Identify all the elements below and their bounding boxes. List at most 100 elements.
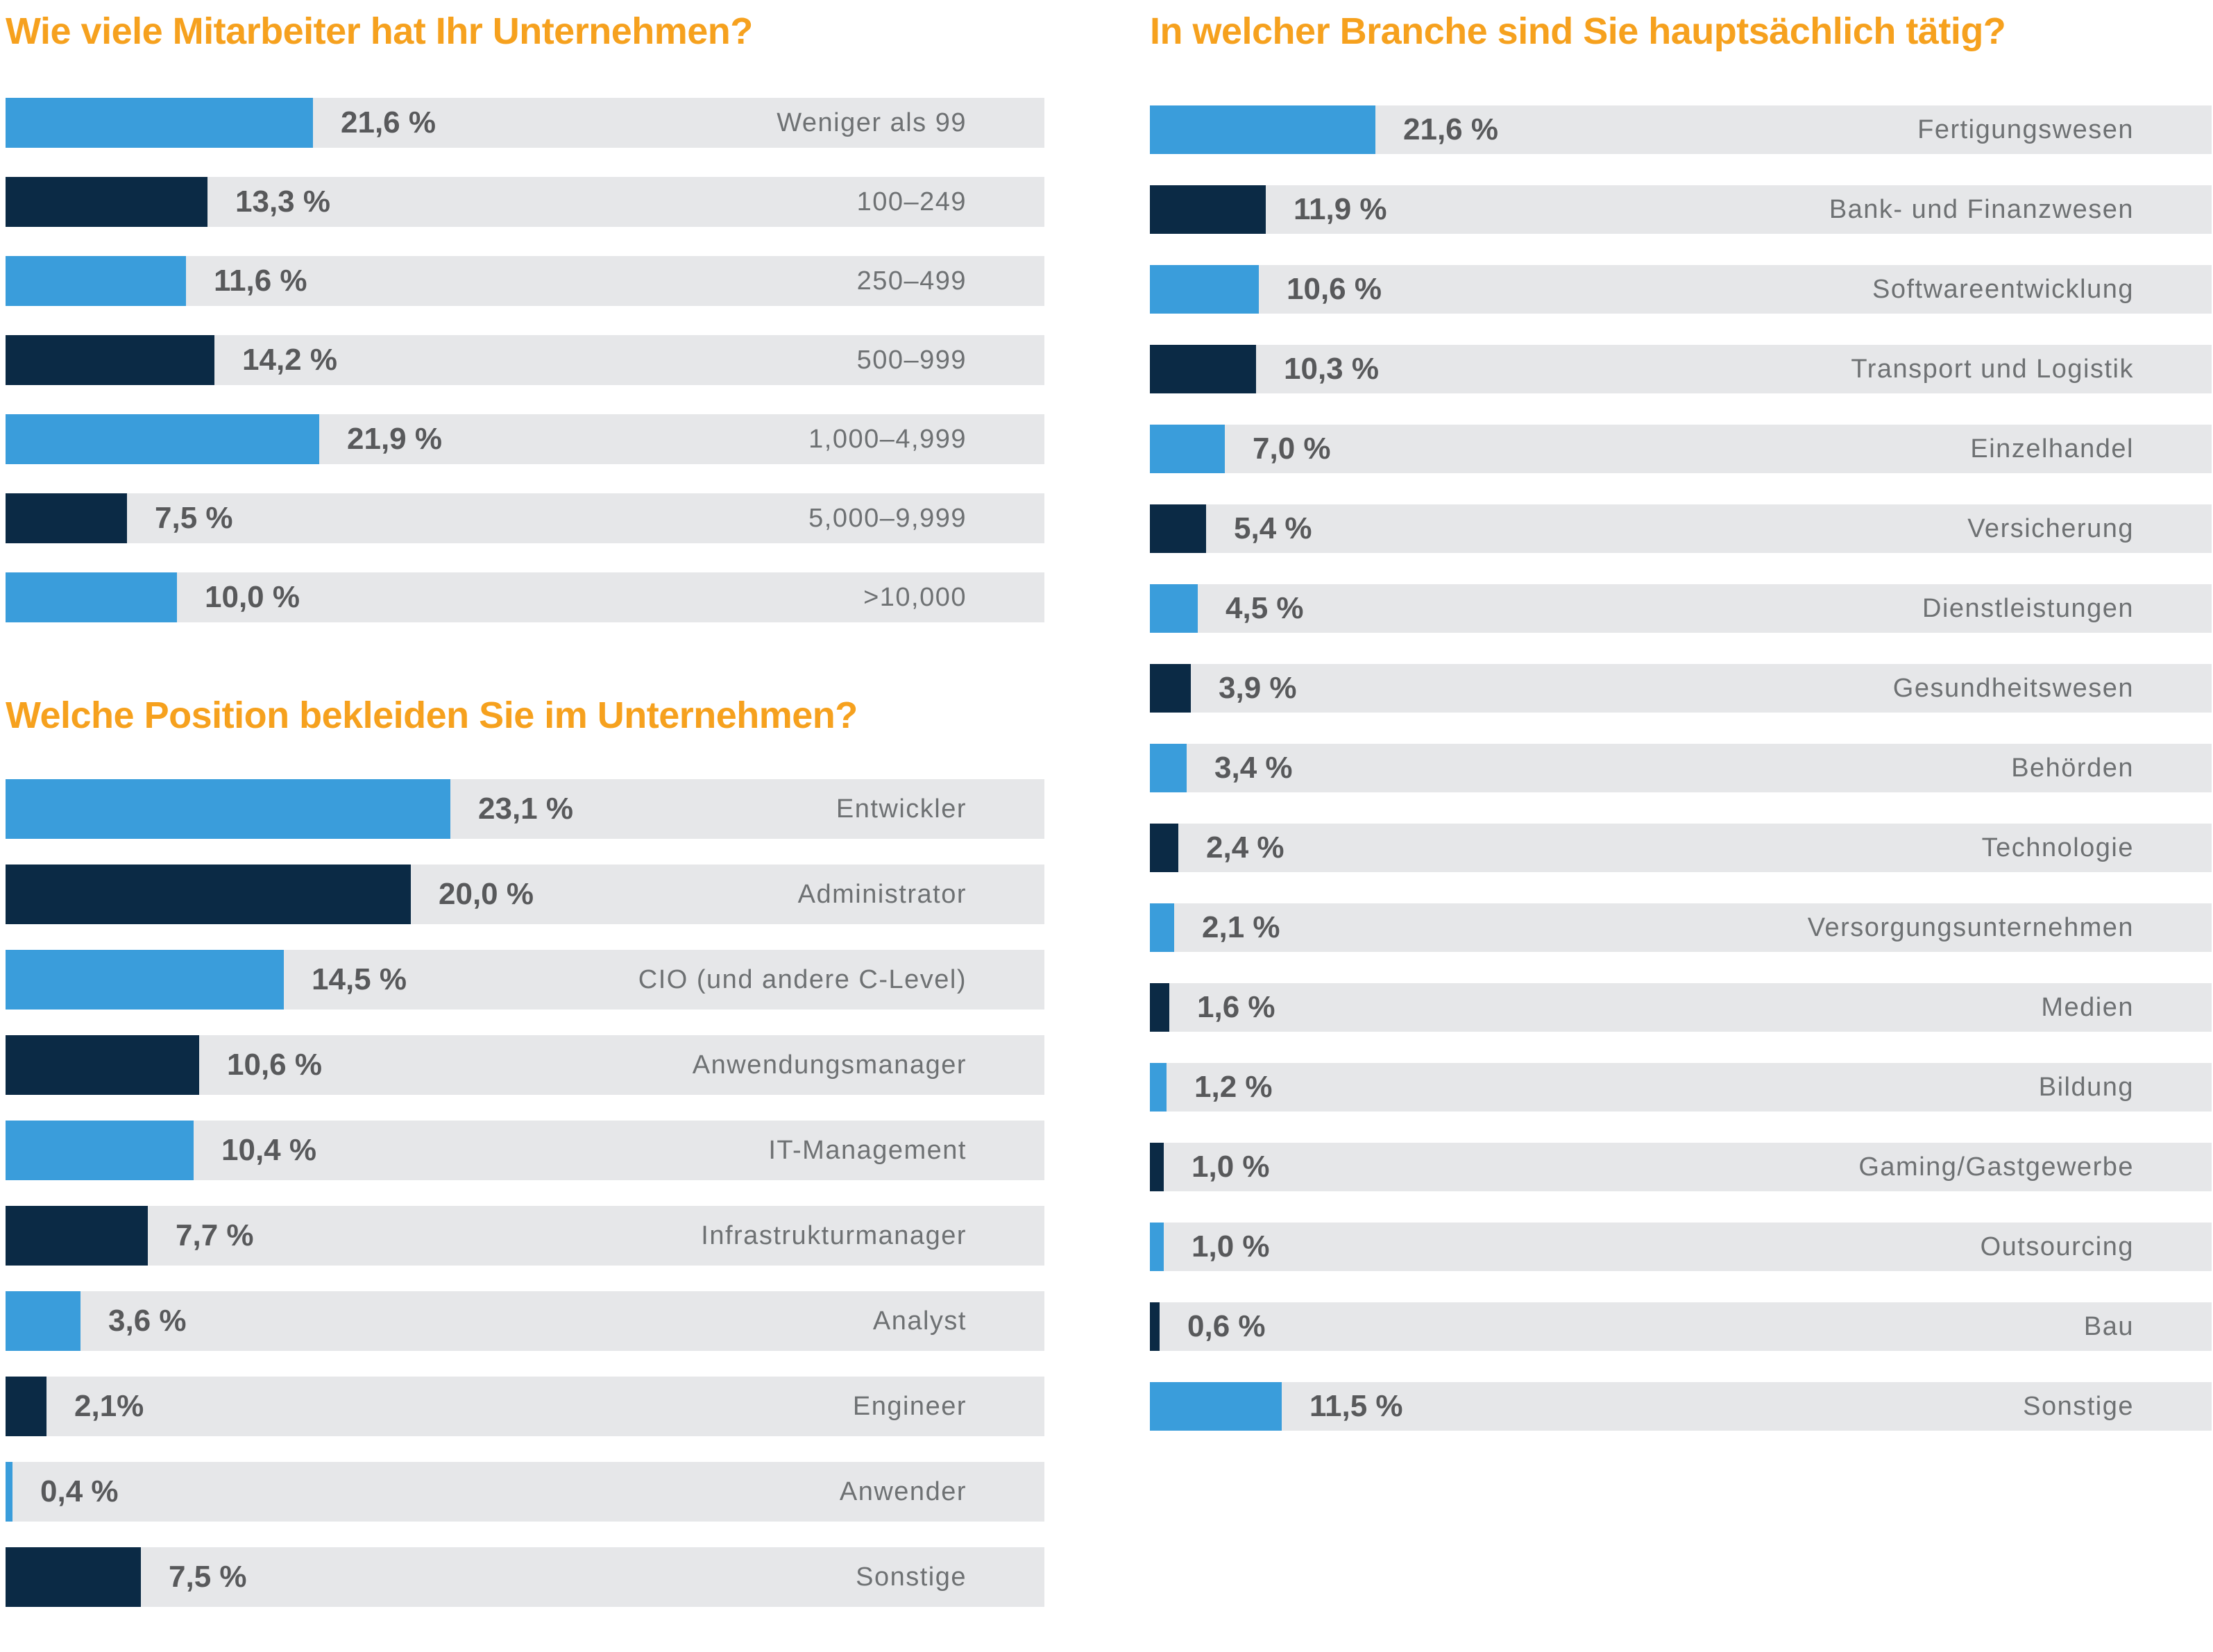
bar [6, 1121, 194, 1180]
bar [1150, 664, 1191, 713]
bar-row: 11,5 % Sonstige [1150, 1382, 2212, 1431]
category-label: Anwendungsmanager [692, 1050, 967, 1080]
bar [1150, 1143, 1164, 1191]
percent-label: 21,9 % [347, 422, 442, 456]
bar-row: 0,6 % Bau [1150, 1302, 2212, 1351]
category-label: IT-Management [768, 1136, 967, 1165]
category-label: Infrastrukturmanager [701, 1221, 967, 1250]
bar-row: 21,6 % Weniger als 99 [6, 98, 1044, 148]
bar-row: 14,2 % 500–999 [6, 335, 1044, 385]
percent-label: 13,3 % [235, 185, 330, 219]
category-label: Anwender [839, 1477, 967, 1506]
bar [6, 493, 127, 543]
percent-label: 1,6 % [1197, 990, 1275, 1024]
category-label: Engineer [852, 1392, 967, 1421]
category-label: Bildung [2038, 1073, 2134, 1102]
bar-row: 10,0 % >10,000 [6, 572, 1044, 622]
category-label: Fertigungswesen [1917, 115, 2134, 144]
category-label: 500–999 [856, 346, 967, 375]
percent-label: 10,6 % [227, 1048, 322, 1082]
bar [6, 865, 411, 924]
percent-label: 11,5 % [1309, 1389, 1403, 1423]
percent-label: 3,9 % [1219, 671, 1297, 705]
percent-label: 2,1% [74, 1389, 144, 1423]
bar [6, 1377, 46, 1436]
category-label: Entwickler [836, 794, 967, 824]
bar [1150, 824, 1178, 872]
bar-row: 11,9 % Bank- und Finanzwesen [1150, 185, 2212, 234]
bar [1150, 983, 1169, 1032]
bar-row: 14,5 % CIO (und andere C-Level) [6, 950, 1044, 1010]
bar-row: 21,9 % 1,000–4,999 [6, 414, 1044, 464]
percent-label: 14,5 % [312, 962, 407, 996]
bar-row: 10,4 % IT-Management [6, 1121, 1044, 1180]
bar-row: 1,6 % Medien [1150, 983, 2212, 1032]
bar-row: 2,1% Engineer [6, 1377, 1044, 1436]
bar [6, 1547, 141, 1607]
category-label: Versorgungsunternehmen [1807, 913, 2134, 942]
bar [6, 98, 313, 148]
bar [6, 950, 284, 1010]
category-label: Sonstige [2023, 1392, 2134, 1421]
bar [6, 177, 207, 227]
bar-row: 4,5 % Dienstleistungen [1150, 584, 2212, 633]
bar [6, 1462, 12, 1522]
bar [1150, 105, 1375, 154]
bar [6, 572, 177, 622]
bar [1150, 584, 1198, 633]
percent-label: 5,4 % [1234, 511, 1312, 545]
bar-row: 3,6 % Analyst [6, 1291, 1044, 1351]
percent-label: 7,7 % [176, 1218, 254, 1252]
bar [1150, 504, 1206, 553]
category-label: Behörden [2011, 753, 2134, 783]
category-label: Bank- und Finanzwesen [1829, 195, 2134, 224]
category-label: Weniger als 99 [777, 108, 967, 137]
percent-label: 21,6 % [1403, 112, 1498, 146]
bar-row: 2,4 % Technologie [1150, 824, 2212, 872]
percent-label: 20,0 % [439, 877, 534, 911]
category-label: Gesundheitswesen [1892, 674, 2134, 703]
bar [6, 414, 319, 464]
chart-industry-title: In welcher Branche sind Sie hauptsächlic… [1150, 10, 2006, 52]
bar [1150, 1382, 1282, 1431]
percent-label: 2,4 % [1206, 831, 1284, 865]
percent-label: 3,6 % [108, 1304, 187, 1338]
category-label: Transport und Logistik [1851, 355, 2134, 384]
chart-employees-title: Wie viele Mitarbeiter hat Ihr Unternehme… [6, 10, 753, 52]
bar-row: 1,0 % Gaming/Gastgewerbe [1150, 1143, 2212, 1191]
percent-label: 0,6 % [1187, 1309, 1266, 1343]
percent-label: 1,0 % [1192, 1229, 1270, 1263]
bar [6, 779, 450, 839]
percent-label: 1,0 % [1192, 1150, 1270, 1184]
percent-label: 10,0 % [205, 580, 300, 614]
bar-row: 0,4 % Anwender [6, 1462, 1044, 1522]
percent-label: 10,3 % [1284, 352, 1379, 386]
percent-label: 7,5 % [155, 501, 233, 535]
percent-label: 3,4 % [1214, 751, 1293, 785]
category-label: 5,000–9,999 [808, 504, 967, 533]
bar-row: 7,5 % 5,000–9,999 [6, 493, 1044, 543]
percent-label: 7,0 % [1253, 432, 1331, 466]
bar [1150, 903, 1174, 952]
bar-row: 23,1 % Entwickler [6, 779, 1044, 839]
bar-row: 21,6 % Fertigungswesen [1150, 105, 2212, 154]
bar [1150, 345, 1256, 393]
bar-row: 3,4 % Behörden [1150, 744, 2212, 792]
category-label: Versicherung [1967, 514, 2134, 543]
percent-label: 1,2 % [1194, 1070, 1273, 1104]
bar-row: 2,1 % Versorgungsunternehmen [1150, 903, 2212, 952]
category-label: Medien [2041, 993, 2134, 1022]
bar-row: 10,6 % Anwendungsmanager [6, 1035, 1044, 1095]
category-label: CIO (und andere C-Level) [638, 965, 967, 994]
bar-row: 5,4 % Versicherung [1150, 504, 2212, 553]
category-label: Technologie [1981, 833, 2134, 862]
bar-row: 13,3 % 100–249 [6, 177, 1044, 227]
bar-row: 11,6 % 250–499 [6, 256, 1044, 306]
bar-row: 10,6 % Softwareentwicklung [1150, 265, 2212, 314]
bar-row: 3,9 % Gesundheitswesen [1150, 664, 2212, 713]
percent-label: 14,2 % [242, 343, 337, 377]
bar [1150, 185, 1266, 234]
percent-label: 4,5 % [1226, 591, 1304, 625]
